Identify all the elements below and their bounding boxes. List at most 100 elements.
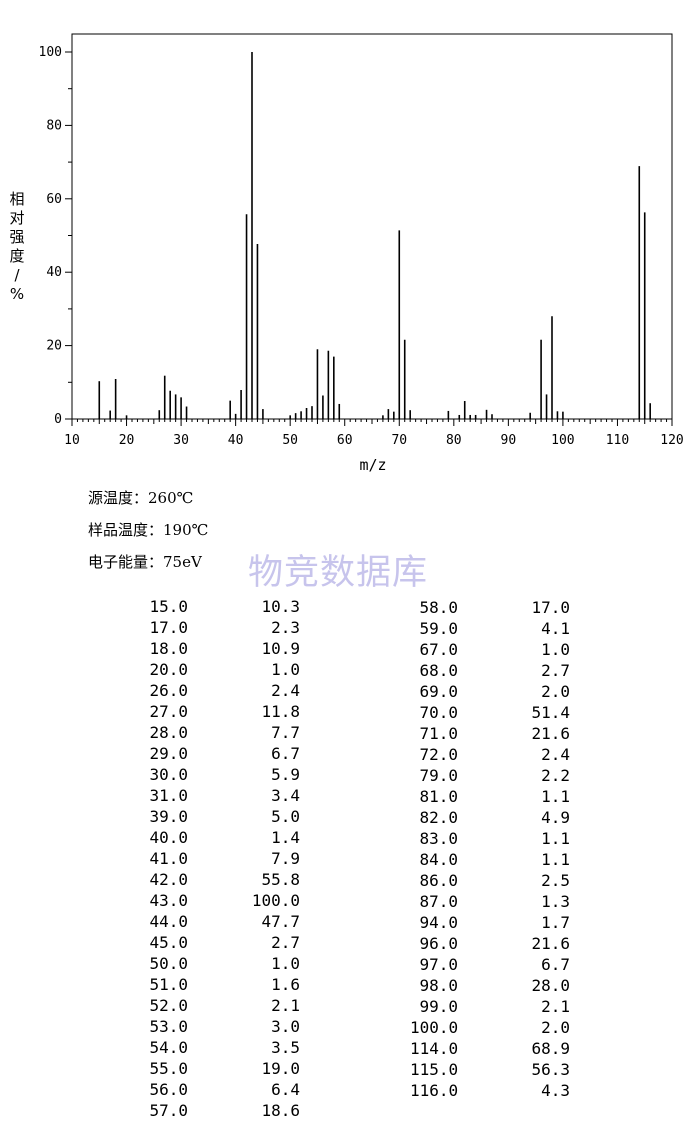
peak-row: 39.0 5.0	[140, 806, 300, 827]
peak-mz: 52.0	[149, 996, 188, 1015]
y-axis-label-char: 强	[9, 228, 25, 246]
peak-mz: 116.0	[410, 1081, 459, 1100]
peak-mz: 114.0	[410, 1039, 459, 1058]
peak-intensity: 3.4	[271, 786, 300, 805]
peak-row: 31.0 3.4	[140, 785, 300, 806]
peak-row: 72.0 2.4	[410, 744, 570, 765]
watermark: 物竞数据库	[248, 553, 429, 593]
peak-mz: 94.0	[419, 913, 458, 932]
peak-intensity: 2.0	[541, 1018, 570, 1037]
electron-energy: 电子能量：75eV	[88, 553, 202, 571]
peak-intensity: 2.4	[271, 681, 300, 700]
y-axis-label-char: /	[14, 266, 20, 284]
peak-intensity: 6.4	[271, 1080, 300, 1099]
peak-intensity: 68.9	[531, 1039, 570, 1058]
peak-mz: 83.0	[419, 829, 458, 848]
peak-row: 82.0 4.9	[410, 807, 570, 828]
peak-mz: 56.0	[149, 1080, 188, 1099]
x-tick-label: 10	[64, 433, 80, 448]
peak-intensity: 4.1	[541, 619, 570, 638]
x-tick-label: 110	[606, 433, 629, 448]
y-tick-label: 20	[46, 339, 62, 354]
peak-intensity: 6.7	[271, 744, 300, 763]
y-axis-label-char: 度	[9, 247, 25, 265]
x-tick-label: 30	[173, 433, 189, 448]
peak-mz: 81.0	[419, 787, 458, 806]
peak-mz: 29.0	[149, 744, 188, 763]
peak-row: 87.0 1.3	[410, 891, 570, 912]
peak-intensity: 2.4	[541, 745, 570, 764]
peak-row: 56.0 6.4	[140, 1079, 300, 1100]
peak-row: 43.0 100.0	[140, 890, 300, 911]
peak-intensity: 2.0	[541, 682, 570, 701]
peak-intensity: 6.7	[541, 955, 570, 974]
peak-mz: 71.0	[419, 724, 458, 743]
peak-mz: 30.0	[149, 765, 188, 784]
y-tick-label: 100	[39, 45, 62, 60]
sample-temperature: 样品温度：190℃	[88, 521, 209, 539]
x-axis-label: m/z	[359, 456, 387, 474]
peak-intensity: 47.7	[261, 912, 300, 931]
x-tick-label: 90	[501, 433, 517, 448]
y-tick-label: 40	[46, 265, 62, 280]
peak-mz: 69.0	[419, 682, 458, 701]
x-tick-label: 40	[228, 433, 244, 448]
peak-mz: 82.0	[419, 808, 458, 827]
y-axis: 0 20 40 60 80 100	[39, 45, 72, 427]
peak-mz: 79.0	[419, 766, 458, 785]
peak-row: 58.0 17.0	[410, 597, 570, 618]
peak-row: 69.0 2.0	[410, 681, 570, 702]
peak-intensity: 2.1	[271, 996, 300, 1015]
peak-intensity: 3.5	[271, 1038, 300, 1057]
peak-mz: 53.0	[149, 1017, 188, 1036]
x-tick-label: 70	[391, 433, 407, 448]
peak-mz: 18.0	[149, 639, 188, 658]
peak-row: 18.0 10.9	[140, 638, 300, 659]
peak-row: 115.0 56.3	[410, 1059, 570, 1080]
peak-intensity: 2.7	[271, 933, 300, 952]
peak-mz: 17.0	[149, 618, 188, 637]
peak-mz: 72.0	[419, 745, 458, 764]
peak-mz: 67.0	[419, 640, 458, 659]
peak-intensity: 2.5	[541, 871, 570, 890]
peak-mz: 58.0	[419, 598, 458, 617]
peak-row: 97.0 6.7	[410, 954, 570, 975]
peak-row: 83.0 1.1	[410, 828, 570, 849]
peak-mz: 31.0	[149, 786, 188, 805]
peak-row: 20.0 1.0	[140, 659, 300, 680]
peak-mz: 115.0	[410, 1060, 459, 1079]
peak-mz: 87.0	[419, 892, 458, 911]
peak-mz: 50.0	[149, 954, 188, 973]
peak-row: 71.0 21.6	[410, 723, 570, 744]
peak-row: 84.0 1.1	[410, 849, 570, 870]
peak-row: 41.0 7.9	[140, 848, 300, 869]
peak-mz: 100.0	[410, 1018, 459, 1037]
peak-row: 57.0 18.6	[140, 1100, 300, 1121]
peak-row: 94.0 1.7	[410, 912, 570, 933]
peak-row: 44.0 47.7	[140, 911, 300, 932]
peak-row: 99.0 2.1	[410, 996, 570, 1017]
peak-mz: 96.0	[419, 934, 458, 953]
peak-row: 55.0 19.0	[140, 1058, 300, 1079]
y-axis-label-char: 对	[9, 209, 25, 227]
source-temperature: 源温度：260℃	[88, 489, 194, 507]
peak-row: 81.0 1.1	[410, 786, 570, 807]
peak-intensity: 56.3	[531, 1060, 570, 1079]
peak-intensity: 7.9	[271, 849, 300, 868]
peak-row: 54.0 3.5	[140, 1037, 300, 1058]
peak-mz: 54.0	[149, 1038, 188, 1057]
peak-row: 40.0 1.4	[140, 827, 300, 848]
peak-intensity: 17.0	[531, 598, 570, 617]
peak-intensity: 4.9	[541, 808, 570, 827]
peak-mz: 43.0	[149, 891, 188, 910]
peak-mz: 99.0	[419, 997, 458, 1016]
peak-mz: 98.0	[419, 976, 458, 995]
x-tick-label: 50	[282, 433, 298, 448]
peak-mz: 41.0	[149, 849, 188, 868]
peak-intensity: 51.4	[531, 703, 570, 722]
peak-mz: 70.0	[419, 703, 458, 722]
peak-intensity: 5.9	[271, 765, 300, 784]
peak-mz: 45.0	[149, 933, 188, 952]
peak-mz: 59.0	[419, 619, 458, 638]
peak-mz: 15.0	[149, 597, 188, 616]
